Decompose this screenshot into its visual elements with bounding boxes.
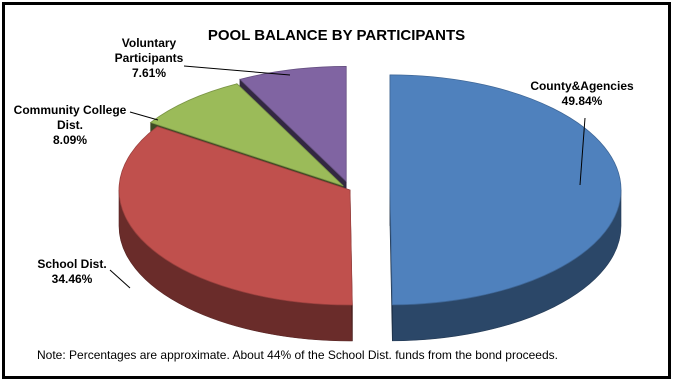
- label-community-college-dist: Community College Dist. 8.09%: [14, 103, 127, 147]
- value-community-college-dist: 8.09%: [53, 133, 87, 147]
- slice-voluntary-participants: [239, 66, 347, 183]
- slice-community-college-dist: [149, 83, 344, 187]
- label-school-dist: School Dist. 34.46%: [37, 257, 106, 286]
- chart-note: Note: Percentages are approximate. About…: [37, 348, 558, 362]
- leader-community-college-dist: [129, 111, 159, 121]
- chart-title: POOL BALANCE BY PARTICIPANTS: [207, 27, 466, 44]
- leader-voluntary-participants: [183, 65, 291, 76]
- value-school-dist: 34.46%: [52, 272, 93, 286]
- leader-county-agencies: [579, 117, 586, 186]
- label-voluntary-participants: Voluntary Participants 7.61%: [115, 36, 184, 80]
- leader-school-dist: [109, 269, 131, 289]
- value-voluntary-participants: 7.61%: [132, 66, 166, 80]
- slice-school-dist: [118, 126, 353, 306]
- value-county-agencies: 49.84%: [562, 94, 603, 108]
- label-county-agencies: County&Agencies 49.84%: [530, 79, 634, 108]
- slice-county-agencies: [389, 74, 622, 306]
